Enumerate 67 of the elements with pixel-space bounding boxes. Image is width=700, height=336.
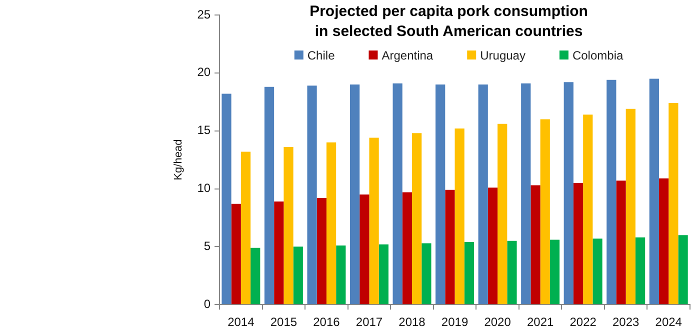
bar bbox=[222, 94, 232, 304]
bar bbox=[264, 86, 274, 304]
chart-title: Projected per capita pork consumption in selected South American countries bbox=[310, 3, 588, 40]
bar bbox=[316, 198, 326, 304]
legend-label: Chile bbox=[307, 48, 336, 62]
bar bbox=[606, 80, 616, 304]
x-tick-label: 2018 bbox=[398, 315, 426, 330]
x-tick-label: 2022 bbox=[570, 315, 597, 330]
bar bbox=[293, 246, 303, 304]
bar bbox=[336, 246, 346, 304]
y-tick-label: 20 bbox=[197, 65, 211, 80]
legend-label: Uruguay bbox=[480, 48, 526, 62]
x-tick-label: 2016 bbox=[313, 315, 340, 330]
bar bbox=[250, 248, 260, 304]
bar bbox=[307, 86, 317, 304]
bar bbox=[445, 190, 455, 304]
bar bbox=[240, 152, 251, 304]
bar bbox=[649, 78, 659, 304]
bar bbox=[564, 82, 574, 304]
bar bbox=[616, 180, 626, 304]
bar bbox=[392, 83, 402, 304]
x-tick-label: 2020 bbox=[484, 315, 512, 330]
bar bbox=[478, 84, 488, 304]
x-tick-label: 2019 bbox=[441, 315, 468, 330]
bar bbox=[668, 103, 678, 304]
y-tick-label: 15 bbox=[197, 123, 211, 138]
y-axis-title: Kg/head bbox=[172, 139, 185, 180]
bar bbox=[550, 240, 560, 304]
x-tick-label: 2015 bbox=[270, 315, 298, 330]
bar bbox=[507, 240, 517, 304]
bar bbox=[436, 84, 446, 304]
bar bbox=[521, 83, 531, 304]
legend-label: Argentina bbox=[382, 48, 434, 62]
x-tick-label: 2024 bbox=[655, 315, 682, 330]
bar bbox=[231, 204, 241, 304]
bar bbox=[498, 124, 508, 304]
y-tick-label: 25 bbox=[197, 7, 211, 22]
bar bbox=[530, 185, 540, 304]
bar bbox=[658, 178, 669, 304]
bar bbox=[635, 237, 646, 304]
bar bbox=[454, 128, 464, 304]
bar bbox=[626, 108, 636, 304]
y-tick-label: 5 bbox=[204, 238, 211, 253]
bar bbox=[284, 147, 294, 304]
bar bbox=[378, 244, 388, 304]
bar bbox=[402, 192, 412, 304]
x-tick-label: 2014 bbox=[228, 315, 255, 330]
x-tick-label: 2023 bbox=[612, 315, 640, 330]
bar bbox=[592, 238, 602, 304]
x-tick-label: 2021 bbox=[526, 315, 554, 330]
bar bbox=[274, 202, 284, 304]
bar bbox=[678, 235, 688, 304]
bar bbox=[350, 84, 360, 304]
x-tick-label: 2017 bbox=[356, 315, 383, 330]
legend-label: Colombia bbox=[572, 48, 624, 62]
y-tick-label: 10 bbox=[197, 181, 211, 196]
bar bbox=[540, 119, 550, 304]
bar bbox=[583, 114, 593, 304]
bar bbox=[573, 182, 584, 304]
y-tick-label: 0 bbox=[204, 296, 211, 311]
bar bbox=[360, 194, 370, 304]
bar bbox=[422, 243, 432, 304]
bar bbox=[326, 142, 336, 304]
bar bbox=[412, 133, 422, 304]
bar bbox=[369, 138, 379, 304]
bar bbox=[488, 188, 498, 304]
bar bbox=[464, 242, 474, 304]
